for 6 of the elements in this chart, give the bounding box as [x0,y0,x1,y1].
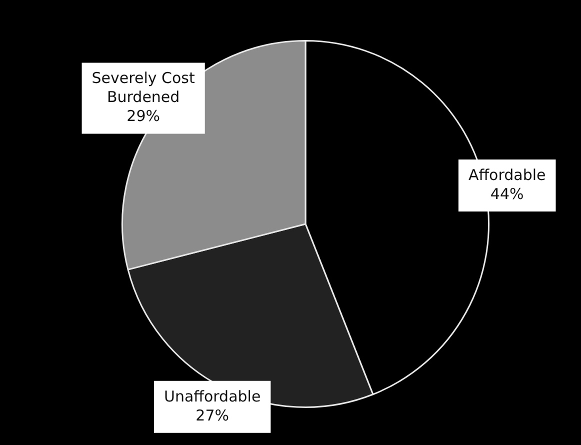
slice-label: Severely Cost Burdened [92,69,195,106]
data-label: 29% [126,107,160,126]
data-label: 27% [196,406,229,424]
slice-label: Unaffordable [164,387,261,406]
data-label: 44% [490,184,524,203]
slice-label: Affordable [468,166,546,184]
